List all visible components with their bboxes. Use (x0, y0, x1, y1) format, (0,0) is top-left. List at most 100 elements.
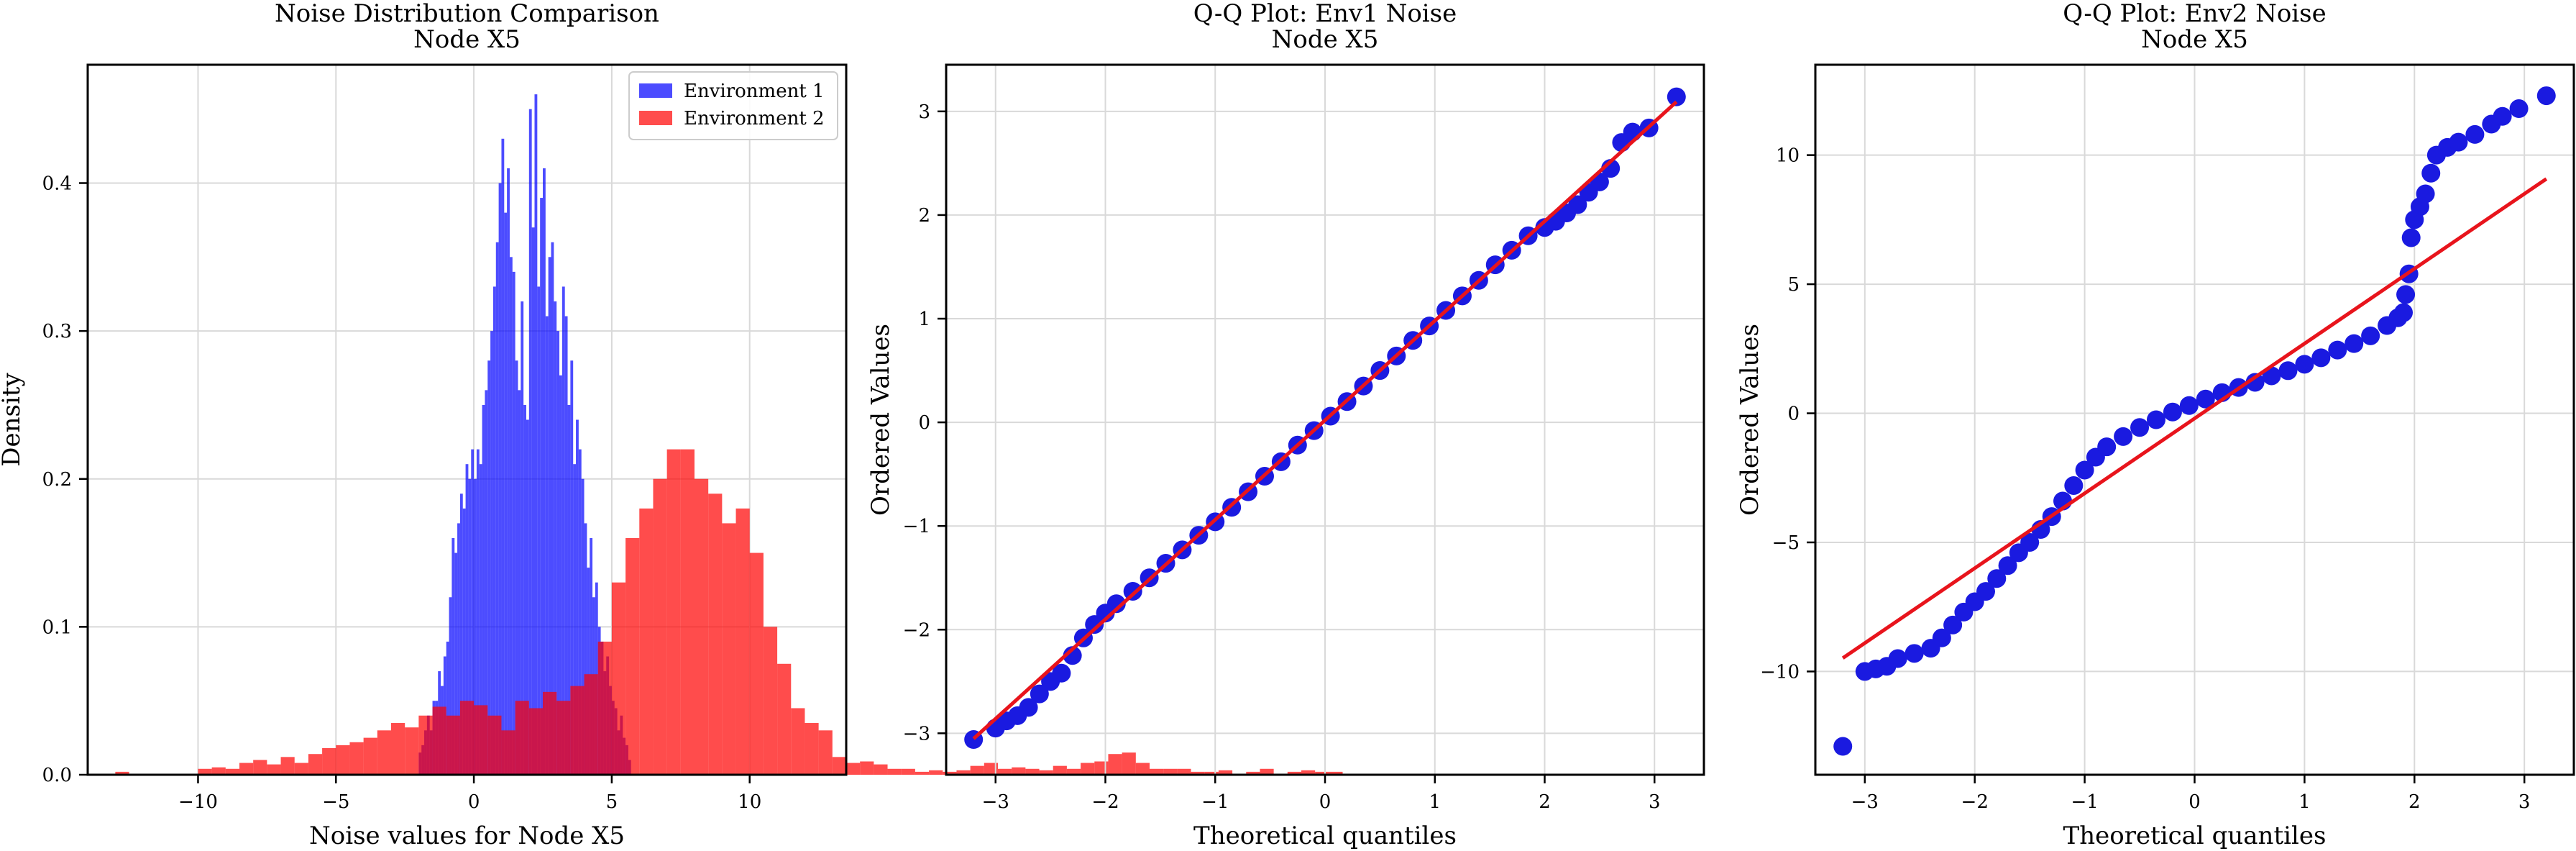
x-tick-label: 0 (468, 791, 480, 813)
histogram-bar-2 (1315, 771, 1329, 775)
histogram-bar-1 (556, 331, 560, 775)
histogram-bar-2 (446, 715, 460, 775)
histogram-bar-2 (984, 763, 998, 775)
histogram-bar-2 (887, 768, 902, 775)
histogram-bar-2 (763, 627, 778, 775)
qq-point (1106, 594, 1126, 614)
qq-point (2344, 334, 2364, 353)
legend-swatch-environment-1 (639, 83, 672, 98)
histogram-bar-2 (653, 478, 667, 775)
histogram-bar-2 (874, 764, 888, 775)
histogram-bar-1 (485, 390, 488, 775)
histogram-bar-1 (471, 449, 475, 775)
histogram-bar-1 (509, 257, 513, 775)
chart-subtitle: Node X5 (413, 25, 521, 54)
histogram-bar-2 (267, 764, 281, 775)
x-tick-label: 2 (1539, 791, 1551, 813)
qq-point (1030, 684, 1049, 704)
histogram-bar-2 (280, 757, 295, 775)
histogram-bar-1 (501, 138, 505, 775)
qq-point (1833, 737, 1853, 756)
y-tick-label: −1 (903, 516, 930, 537)
axes-frame (1814, 63, 2575, 776)
qq-point (2536, 86, 2556, 106)
histogram-bar-2 (1012, 767, 1026, 775)
legend: Environment 1 Environment 2 (628, 71, 838, 140)
histogram-bar-1 (543, 168, 546, 775)
qq-point (2064, 476, 2084, 496)
plot-area (964, 87, 1686, 750)
histogram-bar-1 (559, 375, 562, 775)
histogram-bar-2 (377, 730, 391, 775)
y-tick-label: 0.1 (42, 616, 72, 638)
qq-point (1998, 556, 2017, 575)
qq-point (2295, 355, 2314, 374)
qq-point (2245, 373, 2265, 392)
histogram-bar-2 (1287, 771, 1301, 775)
histogram-bar-2 (1329, 771, 1343, 775)
histogram-bar-2 (570, 686, 585, 775)
histogram-bar-2 (915, 771, 930, 775)
histogram-bar-2 (1122, 752, 1136, 775)
histogram-bar-2 (1301, 770, 1316, 775)
chart-subtitle: Node X5 (1272, 25, 1379, 54)
histogram-bar-2 (1066, 768, 1081, 775)
histogram-bar-1 (476, 449, 480, 775)
qq-point (2509, 99, 2529, 119)
chart-subtitle: Node X5 (2141, 25, 2248, 54)
histogram-bar-1 (462, 508, 466, 775)
histogram-bar-2 (777, 663, 792, 775)
qq-point (2278, 361, 2298, 381)
histogram-bar-2 (818, 730, 833, 775)
histogram-bar-2 (956, 770, 971, 775)
chart-title: Noise Distribution Comparison (275, 0, 659, 28)
histogram-bar-1 (554, 301, 557, 775)
legend-box (628, 71, 838, 140)
x-axis-label: Theoretical quantiles (2063, 822, 2327, 850)
histogram-bar-2 (584, 674, 598, 775)
x-tick-label: −1 (2071, 791, 2098, 813)
histogram-bar-2 (1108, 754, 1122, 775)
y-tick-label: 2 (918, 205, 930, 227)
histogram-bar-2 (459, 701, 475, 775)
y-tick-label: 0.2 (42, 469, 72, 491)
y-axis-label: Ordered Values (866, 324, 895, 516)
plot-area (1833, 86, 2556, 756)
histogram-bar-2 (1204, 771, 1219, 775)
qq-point (1932, 628, 1951, 647)
histogram-bar-2 (1163, 768, 1178, 775)
y-tick-label: 0.4 (42, 173, 72, 195)
histogram-bar-2 (432, 706, 446, 775)
y-tick-label: −3 (903, 723, 930, 745)
histogram-bar-2 (487, 715, 502, 775)
histogram-bar-2 (611, 582, 626, 775)
qq-point (2449, 132, 2468, 152)
histogram-bar-1 (570, 360, 574, 775)
histogram-bar-2 (198, 768, 212, 775)
histogram-bar-2 (211, 767, 226, 775)
histogram-bar-2 (970, 765, 984, 775)
histogram-bar-1 (515, 360, 518, 775)
histogram-bar-1 (507, 168, 510, 775)
qq-point (2163, 402, 2182, 422)
y-tick-label: −2 (903, 619, 930, 641)
qq-point (2394, 303, 2414, 322)
histogram-bar-1 (465, 464, 469, 775)
histogram-bar-1 (573, 464, 577, 775)
histogram-panel: −10 −5 0 5 100.00.10.20.30.4 Noise Distribut… (0, 0, 1343, 850)
histogram-bar-2 (749, 552, 764, 775)
histogram-bar-2 (253, 760, 267, 775)
histogram-bar-1 (540, 198, 543, 775)
histogram-bar-2 (418, 715, 433, 775)
qq-point (2020, 532, 2040, 552)
histogram-bar-1 (449, 597, 452, 775)
histogram-bar-1 (504, 212, 508, 775)
histogram-bar-2 (1094, 761, 1109, 775)
qq-point (2493, 106, 2512, 126)
histogram-bar-2 (474, 705, 488, 775)
histogram-bar-2 (225, 768, 239, 775)
histogram-bar-2 (860, 761, 874, 775)
qq-point (2311, 348, 2331, 368)
histogram-bar-2 (1053, 765, 1067, 775)
